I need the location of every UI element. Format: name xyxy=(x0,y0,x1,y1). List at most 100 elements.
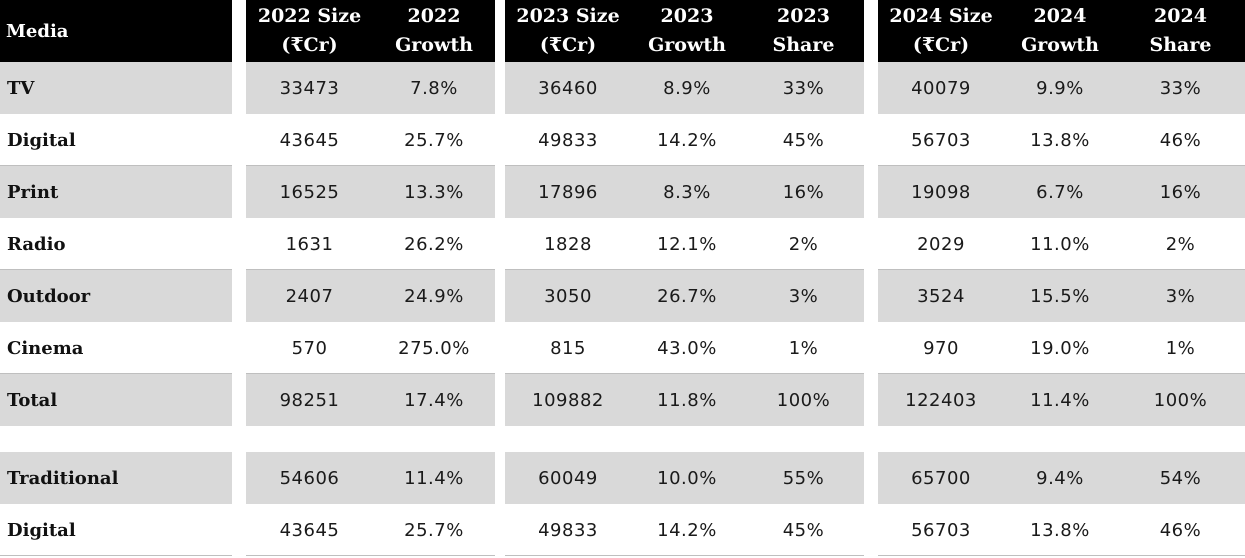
table-cell: 26.2% xyxy=(404,233,464,255)
header-col-8: 2024 Share xyxy=(1116,0,1245,62)
header-line2: Share xyxy=(772,34,835,56)
table-cell: 33% xyxy=(1159,77,1202,99)
table-cell: 14.2% xyxy=(657,129,717,151)
row-shade xyxy=(0,62,232,114)
row-shade xyxy=(505,374,864,426)
table-cell: 3% xyxy=(1165,285,1196,307)
table-cell: 25.7% xyxy=(404,129,464,151)
table-cell: 33% xyxy=(782,77,825,99)
row-shade xyxy=(0,452,232,504)
table-cell: 17896 xyxy=(538,181,598,203)
table-cell: 8.9% xyxy=(663,77,711,99)
table-cell: 46% xyxy=(1159,519,1202,541)
row-label: Print xyxy=(7,181,59,203)
table-cell: 26.7% xyxy=(657,285,717,307)
table-cell: 13.8% xyxy=(1030,129,1090,151)
row-label: Digital xyxy=(7,519,76,541)
table-cell: 2029 xyxy=(917,233,965,255)
header-line1: 2024 Size xyxy=(889,5,993,27)
table-cell: 122403 xyxy=(905,389,977,411)
table-cell: 36460 xyxy=(538,77,598,99)
row-divider xyxy=(0,555,232,556)
table-cell: 15.5% xyxy=(1030,285,1090,307)
row-divider xyxy=(505,165,864,166)
header-line1: 2023 xyxy=(660,5,714,27)
table-cell: 2407 xyxy=(285,285,334,307)
header-media: Media xyxy=(0,0,232,62)
row-shade xyxy=(505,62,864,114)
header-col-2: 2022 Growth xyxy=(373,0,495,62)
table-cell: 43645 xyxy=(279,519,340,541)
row-divider xyxy=(0,269,232,270)
header-line1: 2023 Size xyxy=(516,5,620,27)
table-cell: 17.4% xyxy=(404,389,464,411)
table-cell: 970 xyxy=(923,337,959,359)
row-divider xyxy=(878,165,1245,166)
header-line2: (₹Cr) xyxy=(539,34,597,56)
table-cell: 45% xyxy=(782,129,825,151)
row-label: Total xyxy=(7,389,58,411)
table-cell: 19098 xyxy=(911,181,971,203)
table-cell: 14.2% xyxy=(657,519,717,541)
table-cell: 1828 xyxy=(544,233,592,255)
table-cell: 1% xyxy=(788,337,819,359)
header-line2: Growth xyxy=(1021,34,1099,56)
table-cell: 2% xyxy=(788,233,819,255)
row-shade xyxy=(246,270,495,322)
row-shade xyxy=(505,270,864,322)
header-col-3: 2023 Size (₹Cr) xyxy=(505,0,631,62)
table-cell: 56703 xyxy=(911,519,971,541)
row-label: Traditional xyxy=(7,467,119,489)
header-col-1: 2022 Size (₹Cr) xyxy=(246,0,373,62)
row-shade xyxy=(0,166,232,218)
header-col-4: 2023 Growth xyxy=(631,0,743,62)
row-divider xyxy=(878,555,1245,556)
header-col-6: 2024 Size (₹Cr) xyxy=(878,0,1004,62)
table-cell: 16% xyxy=(782,181,825,203)
table-cell: 11.4% xyxy=(404,467,464,489)
table-cell: 46% xyxy=(1159,129,1202,151)
header-line1: 2023 xyxy=(777,5,830,27)
table-cell: 16525 xyxy=(279,181,340,203)
row-shade xyxy=(505,166,864,218)
table-cell: 3050 xyxy=(544,285,592,307)
table-cell: 13.8% xyxy=(1030,519,1090,541)
table-cell: 19.0% xyxy=(1030,337,1090,359)
row-label: Digital xyxy=(7,129,76,151)
table-cell: 7.8% xyxy=(410,77,458,99)
row-label: TV xyxy=(7,77,35,99)
header-line2: (₹Cr) xyxy=(912,34,970,56)
row-divider xyxy=(505,269,864,270)
row-shade xyxy=(878,62,1245,114)
table-cell: 60049 xyxy=(538,467,598,489)
row-divider xyxy=(878,373,1245,374)
row-divider xyxy=(878,269,1245,270)
row-shade xyxy=(878,270,1245,322)
table-cell: 100% xyxy=(1153,389,1208,411)
row-shade xyxy=(505,452,864,504)
row-shade xyxy=(246,166,495,218)
row-divider xyxy=(246,555,495,556)
table-cell: 100% xyxy=(776,389,831,411)
row-divider xyxy=(505,373,864,374)
row-shade xyxy=(0,270,232,322)
header-line2: Growth xyxy=(648,34,726,56)
table-cell: 43645 xyxy=(279,129,340,151)
row-divider xyxy=(246,269,495,270)
table-cell: 13.3% xyxy=(404,181,464,203)
table-cell: 11.8% xyxy=(657,389,717,411)
table-cell: 55% xyxy=(782,467,825,489)
table-cell: 54606 xyxy=(279,467,340,489)
table-cell: 49833 xyxy=(538,129,598,151)
row-shade xyxy=(0,374,232,426)
table-cell: 65700 xyxy=(911,467,971,489)
row-divider xyxy=(0,373,232,374)
table-cell: 10.0% xyxy=(657,467,717,489)
table-cell: 1% xyxy=(1165,337,1196,359)
table-cell: 6.7% xyxy=(1036,181,1084,203)
table-cell: 16% xyxy=(1159,181,1202,203)
table-cell: 275.0% xyxy=(398,337,470,359)
header-line2: Share xyxy=(1149,34,1212,56)
row-label: Radio xyxy=(7,233,66,255)
table-cell: 24.9% xyxy=(404,285,464,307)
